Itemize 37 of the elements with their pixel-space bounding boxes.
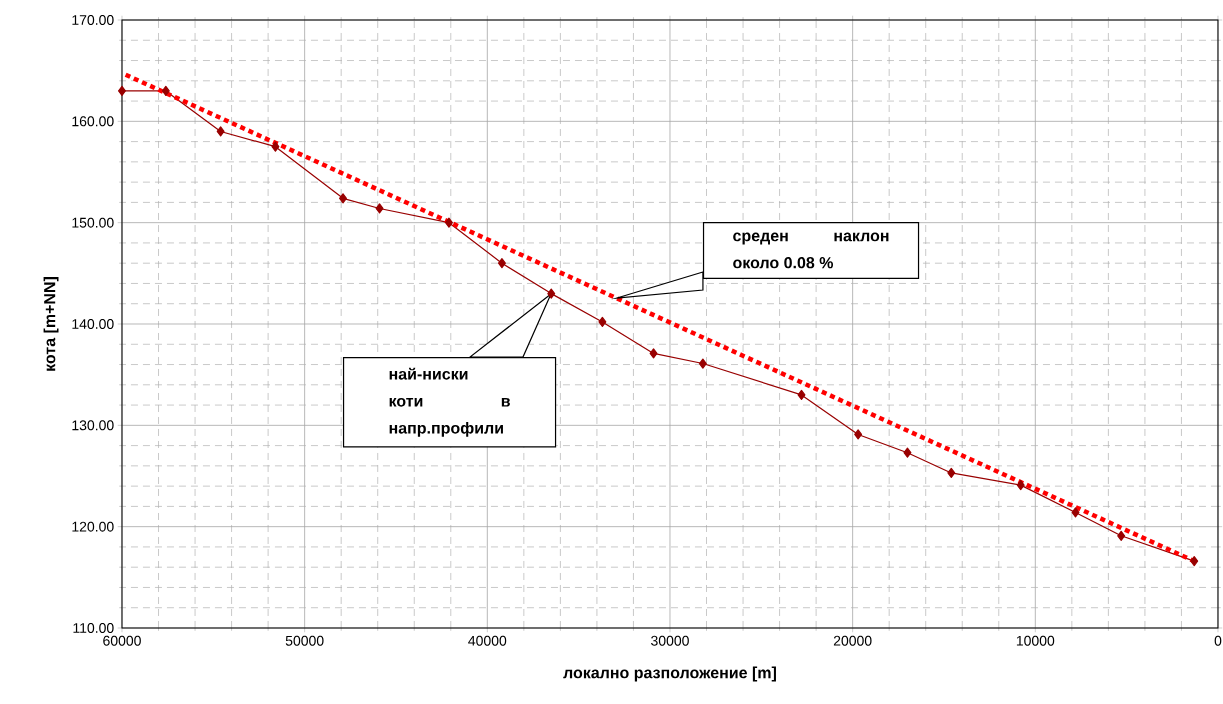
y-axis-title: кота [m+NN] bbox=[43, 277, 59, 371]
point bbox=[547, 288, 556, 299]
point bbox=[271, 141, 280, 152]
y-tick-label: 160.00 bbox=[72, 116, 114, 127]
point bbox=[497, 258, 506, 269]
point bbox=[1016, 480, 1025, 491]
point bbox=[1071, 507, 1080, 518]
point bbox=[598, 316, 607, 328]
point bbox=[903, 447, 912, 458]
point bbox=[947, 467, 956, 479]
point bbox=[375, 203, 384, 214]
x-tick-label: 10000 bbox=[1016, 635, 1055, 646]
y-tick-label: 170.00 bbox=[72, 15, 114, 25]
y-tick-label: 140.00 bbox=[72, 319, 114, 329]
y-tick-label: 120.00 bbox=[72, 521, 114, 532]
point bbox=[1190, 556, 1199, 567]
point bbox=[797, 389, 806, 401]
x-tick-label: 30000 bbox=[651, 635, 689, 646]
point bbox=[216, 126, 225, 137]
y-tick-label: 150.00 bbox=[72, 217, 114, 228]
x-axis-title: локално разположение [m] bbox=[563, 666, 776, 682]
annotation: среден наклон около 0.08 % bbox=[733, 232, 889, 269]
point bbox=[698, 358, 707, 369]
point bbox=[161, 85, 170, 97]
x-tick-label: 60000 bbox=[103, 635, 141, 646]
y-tick-label: 130.00 bbox=[72, 420, 114, 431]
point bbox=[854, 429, 863, 440]
point bbox=[444, 217, 453, 228]
x-tick-label: 0 bbox=[1214, 635, 1222, 646]
point bbox=[1117, 530, 1126, 541]
x-tick-label: 40000 bbox=[468, 635, 507, 646]
y-tick-label: 110.00 bbox=[73, 623, 114, 633]
x-tick-label: 50000 bbox=[285, 635, 324, 646]
x-tick-label: 20000 bbox=[833, 635, 872, 646]
text: най-ниски коти в напр.профили bbox=[389, 367, 510, 437]
point bbox=[339, 193, 347, 204]
point bbox=[649, 348, 658, 359]
